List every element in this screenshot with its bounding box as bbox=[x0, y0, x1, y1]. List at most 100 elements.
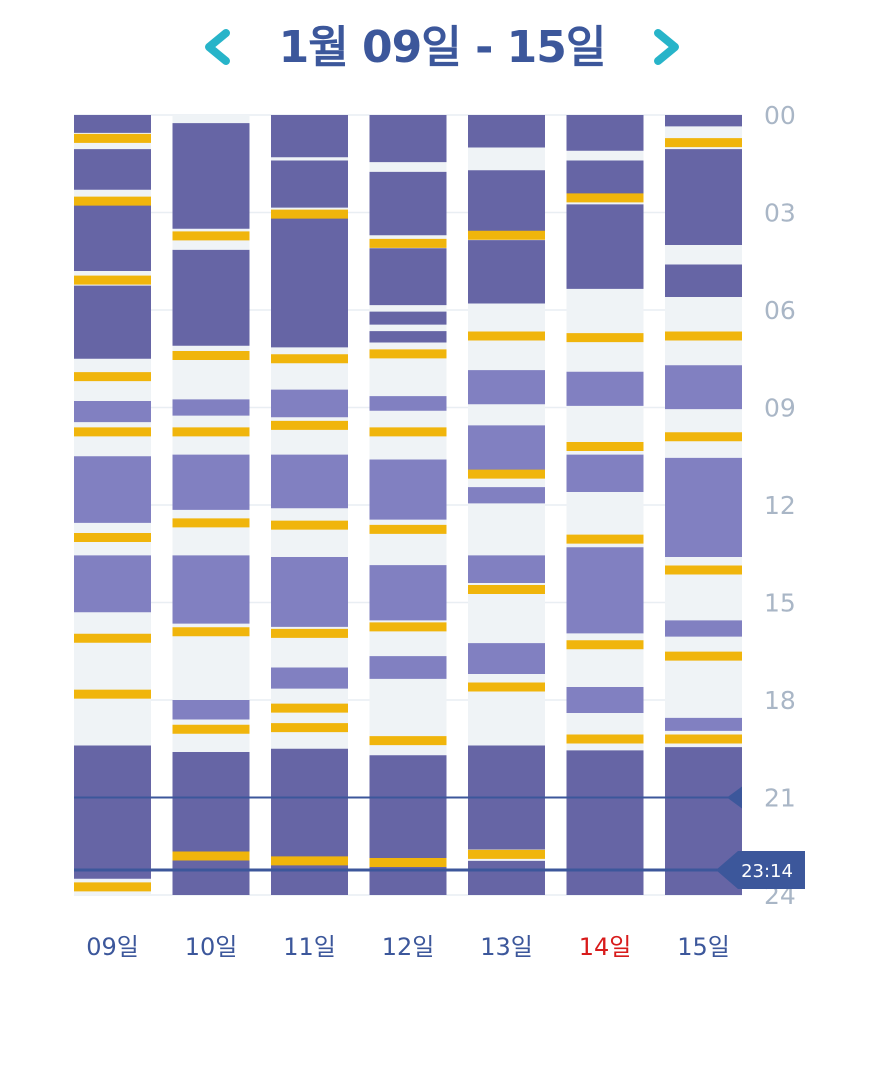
day-label: 13일 bbox=[480, 933, 533, 961]
feeding-marker bbox=[468, 230, 545, 240]
hour-axis-label: 21 bbox=[764, 784, 796, 813]
feeding-marker bbox=[369, 524, 447, 534]
day-label: 11일 bbox=[283, 933, 336, 961]
feeding-marker bbox=[271, 520, 348, 530]
feeding-marker bbox=[566, 442, 644, 451]
feeding-marker bbox=[566, 193, 644, 203]
light-sleep-segment bbox=[271, 454, 348, 509]
prev-week-button[interactable] bbox=[190, 18, 250, 78]
light-sleep-segment bbox=[172, 399, 250, 416]
day-label: 09일 bbox=[86, 933, 139, 961]
deep-sleep-segment bbox=[369, 248, 447, 306]
feeding-marker bbox=[271, 209, 348, 219]
day-label: 12일 bbox=[382, 933, 435, 961]
feeding-marker bbox=[566, 640, 644, 650]
feeding-marker bbox=[172, 724, 250, 734]
feeding-marker bbox=[74, 133, 151, 143]
feeding-marker bbox=[74, 633, 151, 643]
hour-axis-label: 18 bbox=[764, 686, 796, 715]
deep-sleep-segment bbox=[566, 115, 644, 151]
light-sleep-segment bbox=[566, 371, 644, 406]
feeding-marker bbox=[271, 628, 348, 638]
feeding-marker bbox=[172, 231, 250, 241]
feeding-marker bbox=[74, 689, 151, 699]
feeding-marker bbox=[74, 533, 151, 542]
light-sleep-segment bbox=[468, 555, 545, 583]
deep-sleep-segment bbox=[271, 115, 348, 158]
light-sleep-segment bbox=[271, 389, 348, 418]
deep-sleep-segment bbox=[74, 149, 151, 190]
hour-axis-label: 06 bbox=[764, 296, 796, 325]
light-sleep-segment bbox=[468, 370, 545, 405]
feeding-marker bbox=[369, 858, 447, 867]
hour-axis-label: 12 bbox=[764, 491, 796, 520]
deep-sleep-segment bbox=[566, 750, 644, 895]
deep-sleep-segment bbox=[665, 264, 742, 297]
light-sleep-segment bbox=[271, 557, 348, 627]
feeding-marker bbox=[566, 534, 644, 544]
light-sleep-segment bbox=[369, 656, 447, 679]
feeding-marker bbox=[665, 432, 742, 442]
deep-sleep-segment bbox=[74, 204, 151, 271]
feeding-marker bbox=[74, 275, 151, 285]
deep-sleep-segment bbox=[369, 331, 447, 343]
light-sleep-segment bbox=[172, 700, 250, 720]
deep-sleep-segment bbox=[369, 115, 447, 163]
deep-sleep-segment bbox=[271, 217, 348, 348]
week-header: 1월 09일 - 15일 bbox=[0, 0, 884, 100]
next-week-button[interactable] bbox=[634, 18, 694, 78]
deep-sleep-segment bbox=[172, 249, 250, 346]
light-sleep-segment bbox=[665, 457, 742, 557]
light-sleep-segment bbox=[665, 365, 742, 410]
light-sleep-segment bbox=[74, 555, 151, 613]
feeding-marker bbox=[172, 518, 250, 528]
current-time-badge bbox=[716, 850, 805, 889]
deep-sleep-segment bbox=[172, 123, 250, 229]
feeding-marker bbox=[74, 882, 151, 892]
feeding-marker bbox=[468, 585, 545, 594]
light-sleep-segment bbox=[172, 555, 250, 624]
day-label: 10일 bbox=[185, 933, 238, 961]
deep-sleep-segment bbox=[369, 755, 447, 895]
feeding-marker bbox=[665, 331, 742, 341]
light-sleep-segment bbox=[566, 687, 644, 713]
feeding-marker bbox=[369, 238, 447, 248]
feeding-marker bbox=[271, 703, 348, 713]
light-sleep-segment bbox=[271, 667, 348, 689]
feeding-marker bbox=[665, 734, 742, 744]
chevron-right-icon bbox=[654, 29, 679, 65]
light-sleep-segment bbox=[172, 454, 250, 510]
deep-sleep-segment bbox=[566, 160, 644, 195]
feeding-marker bbox=[369, 736, 447, 746]
light-sleep-segment bbox=[468, 643, 545, 674]
feeding-marker bbox=[566, 333, 644, 343]
feeding-marker bbox=[271, 856, 348, 866]
light-sleep-segment bbox=[369, 396, 447, 411]
deep-sleep-segment bbox=[74, 285, 151, 359]
deep-sleep-segment bbox=[74, 745, 151, 879]
light-sleep-segment bbox=[74, 456, 151, 523]
feeding-marker bbox=[369, 349, 447, 359]
deep-sleep-segment bbox=[665, 115, 742, 127]
feeding-marker bbox=[172, 627, 250, 637]
deep-sleep-segment bbox=[468, 240, 545, 304]
deep-sleep-segment bbox=[369, 311, 447, 325]
reference-line-pointer bbox=[727, 786, 742, 809]
current-time-label: 23:14 bbox=[741, 861, 793, 882]
feeding-marker bbox=[172, 427, 250, 437]
deep-sleep-segment bbox=[468, 115, 545, 148]
feeding-marker bbox=[566, 734, 644, 744]
light-sleep-segment bbox=[369, 565, 447, 621]
deep-sleep-segment bbox=[566, 204, 644, 289]
deep-sleep-segment bbox=[369, 171, 447, 236]
deep-sleep-segment bbox=[468, 170, 545, 232]
feeding-marker bbox=[271, 354, 348, 364]
feeding-marker bbox=[468, 469, 545, 479]
feeding-marker bbox=[172, 851, 250, 861]
light-sleep-segment bbox=[468, 487, 545, 504]
feeding-marker bbox=[468, 849, 545, 859]
feeding-marker bbox=[74, 372, 151, 382]
deep-sleep-segment bbox=[468, 860, 545, 895]
feeding-marker bbox=[665, 651, 742, 661]
feeding-marker bbox=[271, 723, 348, 733]
